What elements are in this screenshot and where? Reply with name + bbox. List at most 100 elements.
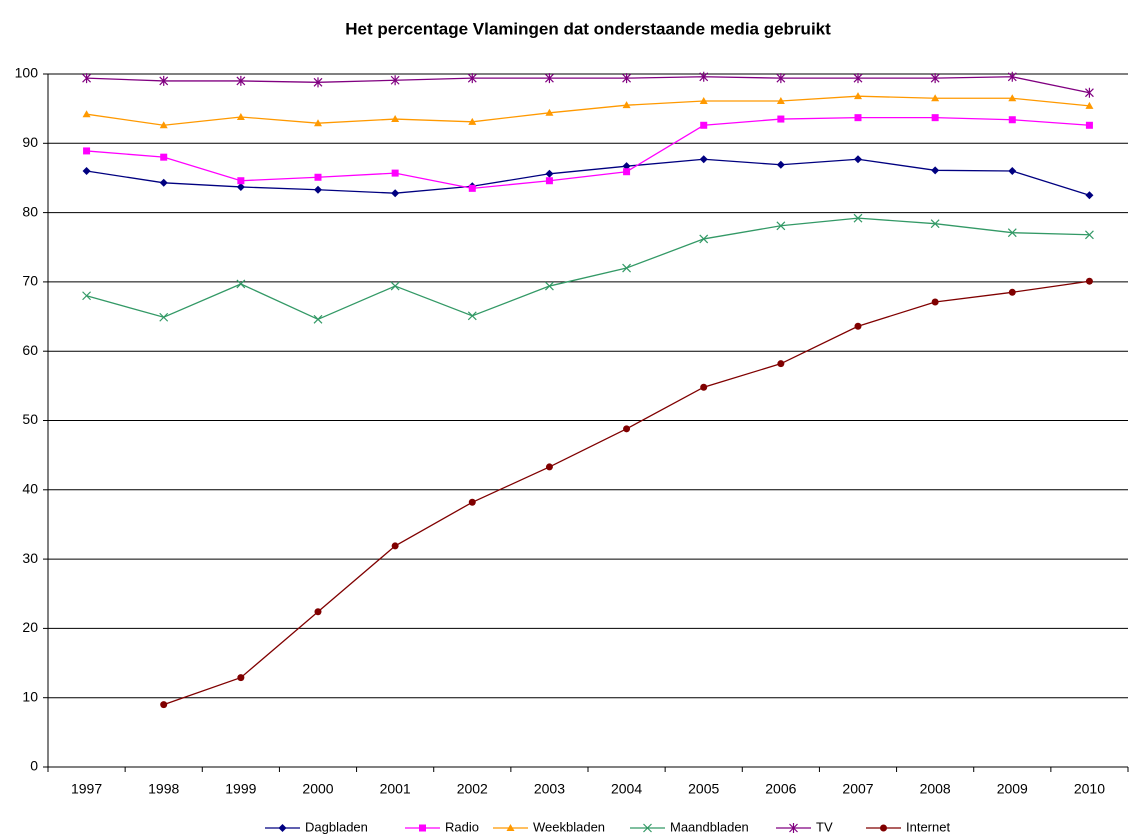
marker [1008, 94, 1017, 102]
marker [391, 115, 400, 123]
marker [1085, 277, 1093, 285]
marker [789, 823, 798, 833]
series-line [163, 280, 1090, 706]
x-tick-label: 2005 [688, 781, 719, 797]
marker [83, 147, 91, 155]
marker [1008, 116, 1016, 124]
marker [391, 169, 399, 177]
legend-label: Weekbladen [533, 819, 605, 834]
marker [314, 119, 322, 127]
marker [545, 281, 554, 291]
y-tick-label: 80 [22, 203, 38, 219]
x-tick-label: 2008 [920, 781, 951, 797]
x-tick-label: 2009 [997, 781, 1028, 797]
marker [1008, 167, 1017, 176]
y-tick-label: 70 [22, 273, 38, 289]
marker [930, 219, 940, 229]
marker [777, 115, 785, 123]
marker [854, 322, 862, 330]
y-tick-label: 100 [15, 65, 39, 81]
marker [390, 75, 400, 86]
marker [1008, 288, 1016, 296]
marker [467, 73, 477, 84]
marker [931, 94, 940, 102]
marker [699, 155, 708, 164]
marker [623, 168, 631, 176]
x-tick-label: 2002 [457, 781, 488, 797]
marker [160, 153, 168, 161]
series-line [86, 158, 1090, 196]
legend-label: Radio [445, 819, 479, 834]
marker [82, 110, 91, 118]
series-line [86, 117, 1090, 190]
y-tick-label: 40 [22, 481, 38, 497]
marker [82, 73, 91, 84]
marker [468, 117, 477, 125]
series-line [86, 95, 1090, 126]
y-tick-label: 50 [22, 411, 38, 427]
marker [1085, 87, 1094, 98]
marker [1007, 71, 1017, 82]
x-tick-label: 2007 [842, 781, 873, 797]
marker [545, 73, 554, 84]
series-line [86, 217, 1090, 321]
marker [777, 360, 785, 368]
marker [314, 185, 322, 194]
marker [776, 97, 785, 105]
marker [931, 298, 939, 306]
legend-label: Maandbladen [670, 819, 749, 834]
marker [854, 92, 862, 100]
marker [159, 75, 169, 86]
marker [390, 281, 400, 291]
marker [1085, 121, 1093, 129]
y-tick-label: 10 [22, 688, 38, 704]
y-tick-label: 30 [22, 550, 38, 566]
marker [853, 213, 863, 223]
marker [699, 71, 709, 82]
x-tick-label: 2001 [380, 781, 411, 797]
x-tick-label: 1998 [148, 781, 179, 797]
x-tick-label: 2003 [534, 781, 565, 797]
y-tick-label: 20 [22, 619, 38, 635]
marker [700, 383, 708, 391]
marker [468, 498, 476, 506]
marker [622, 101, 631, 109]
marker [930, 73, 940, 84]
marker [467, 311, 477, 321]
marker [880, 824, 887, 832]
chart-title: Het percentage Vlamingen dat onderstaand… [345, 19, 831, 38]
marker [931, 166, 940, 175]
marker [313, 77, 323, 88]
x-tick-label: 2004 [611, 781, 642, 797]
marker [82, 291, 91, 301]
legend-label: TV [816, 819, 833, 834]
marker [278, 824, 287, 832]
marker [545, 177, 553, 185]
marker [237, 674, 245, 682]
marker [391, 189, 400, 198]
x-tick-label: 2010 [1074, 781, 1105, 797]
y-tick-label: 60 [22, 342, 38, 358]
marker [236, 75, 246, 86]
marker [236, 182, 245, 191]
marker [622, 73, 631, 84]
marker [314, 608, 322, 616]
marker [82, 167, 91, 176]
marker [159, 312, 169, 322]
marker [236, 279, 246, 289]
marker [1085, 230, 1094, 240]
marker [1085, 101, 1094, 109]
marker [622, 263, 631, 273]
y-tick-label: 90 [22, 134, 38, 150]
marker [237, 177, 245, 185]
marker [1007, 228, 1017, 238]
marker [776, 221, 786, 231]
marker [776, 160, 785, 169]
marker [699, 97, 708, 105]
x-tick-label: 1999 [225, 781, 256, 797]
series-line [86, 76, 1090, 94]
legend-label: Dagbladen [305, 819, 368, 834]
marker [160, 701, 168, 709]
marker [159, 121, 168, 129]
marker [506, 824, 515, 831]
